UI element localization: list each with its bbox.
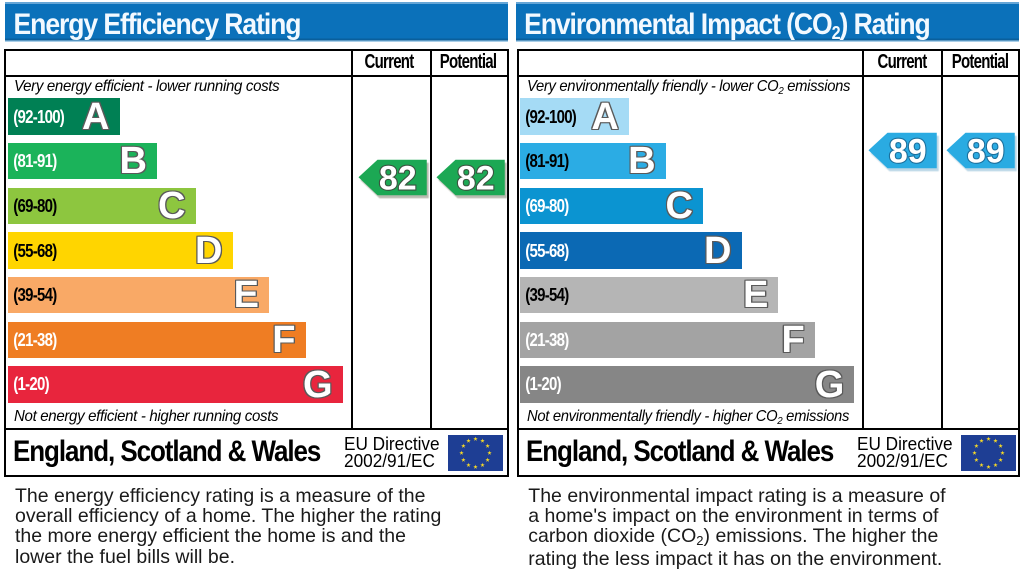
svg-text:82: 82 xyxy=(457,159,495,197)
svg-text:89: 89 xyxy=(967,133,1005,171)
svg-text:89: 89 xyxy=(889,133,927,171)
svg-text:82: 82 xyxy=(378,159,416,197)
